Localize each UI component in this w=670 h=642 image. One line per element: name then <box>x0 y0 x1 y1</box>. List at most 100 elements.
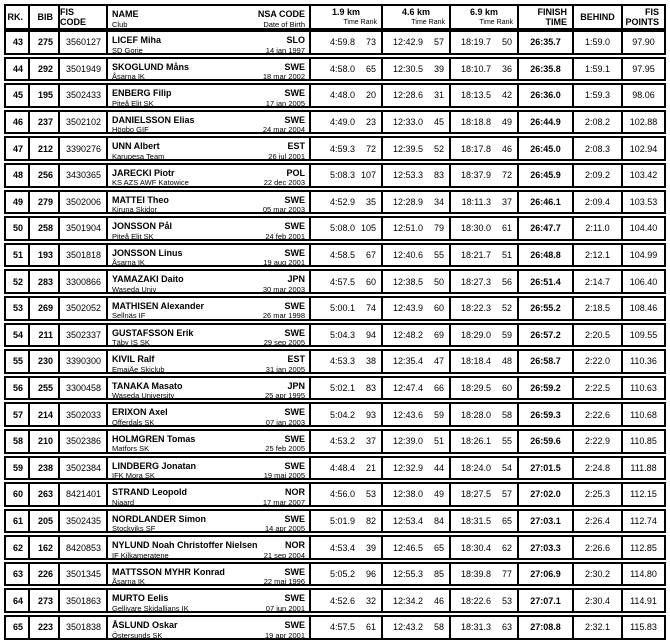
bib-cell: 214 <box>30 404 60 425</box>
athlete-name: JARECKI Piotr <box>112 167 175 178</box>
header-finish-time: FINISH TIME <box>519 6 574 28</box>
split-4-6km-cell: 12:30.5 39 <box>383 58 451 80</box>
behind-cell: 1:59.1 <box>574 58 623 80</box>
split-rank: 48 <box>501 356 512 367</box>
bib-cell: 283 <box>30 271 60 292</box>
rank-cell: 48 <box>6 164 30 186</box>
split-rank: 83 <box>433 170 444 181</box>
behind-cell: 2:22.5 <box>574 377 623 399</box>
athlete-name: ÅSLUND Oskar <box>112 620 178 631</box>
split-1-9km-cell: 4:58.5 67 <box>311 244 383 266</box>
fis-code-cell: 3502006 <box>60 191 108 213</box>
club-name: Åsarna IK <box>112 72 145 80</box>
fis-points-cell: 102.94 <box>629 143 658 154</box>
split-time: 4:48.4 <box>329 462 355 473</box>
birth-date: 14 jan 1997 <box>265 45 305 53</box>
split-rank: 55 <box>501 436 512 447</box>
header-nsa-label: NSA CODE <box>257 9 305 19</box>
behind-cell: 2:26.6 <box>574 537 623 558</box>
split-time: 18:22.6 <box>460 595 491 606</box>
split-time: 12:28.9 <box>392 196 423 207</box>
split-time: 18:26.1 <box>460 436 491 447</box>
club-name: Offerdals SK <box>112 417 155 425</box>
split-rank: 60 <box>501 383 512 394</box>
finish-time-cell: 27:06.9 <box>519 563 574 585</box>
fis-code-cell: 3501838 <box>60 617 108 638</box>
split-rank: 47 <box>433 356 444 367</box>
header-km1-timerank-label: Time Rank <box>343 19 377 26</box>
table-row: 44 292 3501949 SKOGLUND Måns SWE Åsarna … <box>4 56 666 82</box>
nsa-code: SWE <box>284 593 305 604</box>
split-rank: 49 <box>433 489 444 500</box>
athlete-name: MURTO Eelis <box>112 593 169 604</box>
nsa-code: SWE <box>284 566 305 577</box>
fis-points-cell: 111.88 <box>630 462 657 473</box>
club-name: Waseda University <box>112 391 175 399</box>
split-1-9km-cell: 5:05.2 96 <box>311 563 383 585</box>
fis-points-cell: 114.80 <box>630 569 657 580</box>
split-1-9km-cell: 4:49.0 23 <box>311 111 383 133</box>
bib-cell: 226 <box>30 563 60 585</box>
behind-cell: 2:30.2 <box>574 563 623 585</box>
split-time: 12:42.9 <box>392 37 423 48</box>
behind-cell: 2:26.4 <box>574 510 623 532</box>
rank-cell: 53 <box>6 297 30 319</box>
name-club-cell: KIVIL Ralf EST EmajÄe Skiclub 31 jan 200… <box>108 351 311 372</box>
split-rank: 50 <box>433 276 444 287</box>
split-4-6km-cell: 12:34.2 46 <box>383 590 451 612</box>
birth-date: 22 maj 1996 <box>263 577 305 585</box>
bib-cell: 230 <box>30 351 60 372</box>
header-bib: BIB <box>30 6 60 28</box>
table-row: 51 193 3501818 JONSSON Linus SWE Åsarna … <box>4 242 666 268</box>
rank-cell: 57 <box>6 404 30 425</box>
split-rank: 61 <box>365 622 376 633</box>
rank-cell: 46 <box>6 111 30 133</box>
split-time: 18:29.5 <box>460 383 491 394</box>
fis-code-cell: 8421401 <box>60 484 108 505</box>
split-4-6km-cell: 12:43.9 60 <box>383 297 451 319</box>
split-rank: 21 <box>365 462 376 473</box>
split-4-6km-cell: 12:39.5 52 <box>383 138 451 159</box>
split-rank: 62 <box>501 542 512 553</box>
table-row: 46 237 3502102 DANIELSSON Elias SWE Högb… <box>4 109 666 135</box>
split-6-9km-cell: 18:24.0 54 <box>451 457 519 479</box>
birth-date: 25 apr 1995 <box>264 391 305 399</box>
split-rank: 84 <box>433 515 444 526</box>
split-rank: 72 <box>365 143 376 154</box>
split-time: 5:08.0 <box>329 223 355 234</box>
split-time: 5:02.1 <box>329 383 355 394</box>
bib-cell: 211 <box>30 324 60 346</box>
athlete-name: STRAND Leopold <box>112 487 187 498</box>
fis-points-cell: 115.83 <box>630 622 657 633</box>
split-time: 12:43.2 <box>392 622 423 633</box>
split-rank: 20 <box>365 90 376 101</box>
bib-cell: 195 <box>30 85 60 106</box>
split-6-9km-cell: 18:18.4 48 <box>451 351 519 372</box>
nsa-code: POL <box>286 167 305 178</box>
fis-code-cell: 3502384 <box>60 457 108 479</box>
finish-time-cell: 27:03.3 <box>519 537 574 558</box>
split-rank: 65 <box>501 515 512 526</box>
finish-time-cell: 26:47.7 <box>519 218 574 239</box>
athlete-name: HOLMGREN Tomas <box>112 433 196 444</box>
nsa-code: NOR <box>285 487 305 498</box>
finish-time-cell: 27:07.1 <box>519 590 574 612</box>
name-club-cell: JONSSON Pål SWE Piteå Elit SK 24 feb 200… <box>108 218 311 239</box>
split-4-6km-cell: 12:40.6 55 <box>383 244 451 266</box>
fis-code-cell: 3502433 <box>60 85 108 106</box>
fis-code-cell: 3501949 <box>60 58 108 80</box>
split-time: 4:52.9 <box>329 196 355 207</box>
split-6-9km-cell: 18:10.7 36 <box>451 58 519 80</box>
name-club-cell: NYLUND Noah Christoffer Nielsen NOR IF K… <box>108 537 311 558</box>
header-fis-points: FIS POINTS <box>623 6 664 28</box>
split-rank: 65 <box>365 63 376 74</box>
fis-points-cell: 112.74 <box>630 515 657 526</box>
split-time: 12:30.5 <box>392 63 423 74</box>
fis-points-cell: 97.90 <box>632 37 655 48</box>
header-behind: BEHIND <box>574 6 623 28</box>
bib-cell: 263 <box>30 484 60 505</box>
split-rank: 52 <box>501 303 512 314</box>
fis-code-cell: 3560127 <box>60 32 108 53</box>
birth-date: 14 apr 2005 <box>264 524 305 532</box>
rank-cell: 51 <box>6 244 30 266</box>
